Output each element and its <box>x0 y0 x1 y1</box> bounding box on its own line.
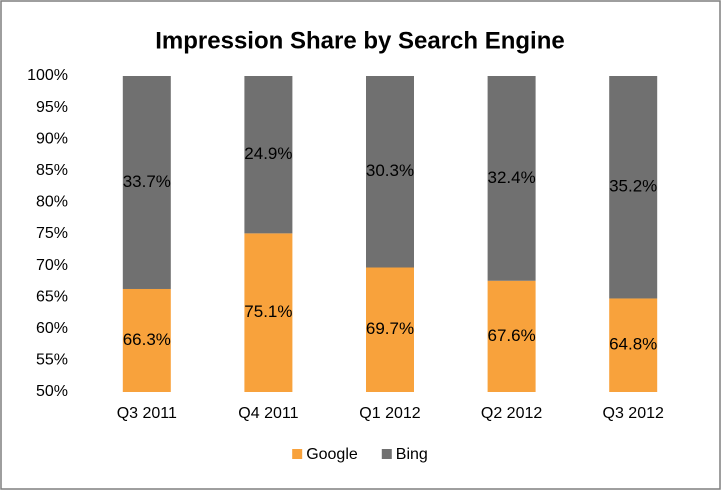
y-tick-label: 90% <box>36 130 68 147</box>
data-label: 66.3% <box>123 330 171 349</box>
bar-segment <box>244 233 293 392</box>
y-tick-label: 60% <box>36 320 68 337</box>
y-tick-label: 55% <box>36 352 68 369</box>
bar-segment <box>487 76 536 281</box>
legend-label: Bing <box>396 446 428 463</box>
y-tick-label: 95% <box>36 99 68 116</box>
x-tick-label: Q4 2011 <box>238 405 298 422</box>
bar-segment <box>609 76 658 299</box>
y-tick-label: 70% <box>36 257 68 274</box>
legend: Google Bing <box>292 446 428 463</box>
y-tick-label: 80% <box>36 194 68 211</box>
bar-segment <box>609 298 658 392</box>
data-label: 64.8% <box>609 335 657 354</box>
data-label: 24.9% <box>244 144 292 163</box>
bar-segment <box>366 267 414 392</box>
x-tick-label: Q3 2012 <box>603 405 664 422</box>
x-tick-label: Q2 2012 <box>481 405 542 422</box>
legend-swatch <box>381 449 392 459</box>
x-tick-label: Q1 2012 <box>359 405 420 422</box>
legend-label: Google <box>306 446 358 463</box>
bar-segment <box>122 288 171 392</box>
data-label: 33.7% <box>123 172 171 191</box>
y-tick-label: 75% <box>36 225 68 242</box>
data-label: 67.6% <box>487 326 535 345</box>
y-tick-label: 65% <box>36 288 68 305</box>
legend-swatch <box>292 449 303 459</box>
y-tick-label: 85% <box>36 162 68 179</box>
y-tick-label: 100% <box>27 67 68 84</box>
bar-segment <box>487 280 536 392</box>
data-label: 32.4% <box>487 168 535 187</box>
bar-segment <box>244 76 293 234</box>
data-label: 35.2% <box>609 177 657 196</box>
data-label: 75.1% <box>244 302 292 321</box>
x-tick-label: Q3 2011 <box>117 405 177 422</box>
y-tick-label: 50% <box>36 383 68 400</box>
bar-segment <box>366 76 414 268</box>
data-label: 30.3% <box>366 161 414 180</box>
chart-title: Impression Share by Search Engine <box>155 27 564 54</box>
bar-segment <box>122 76 171 289</box>
data-label: 69.7% <box>366 319 414 338</box>
